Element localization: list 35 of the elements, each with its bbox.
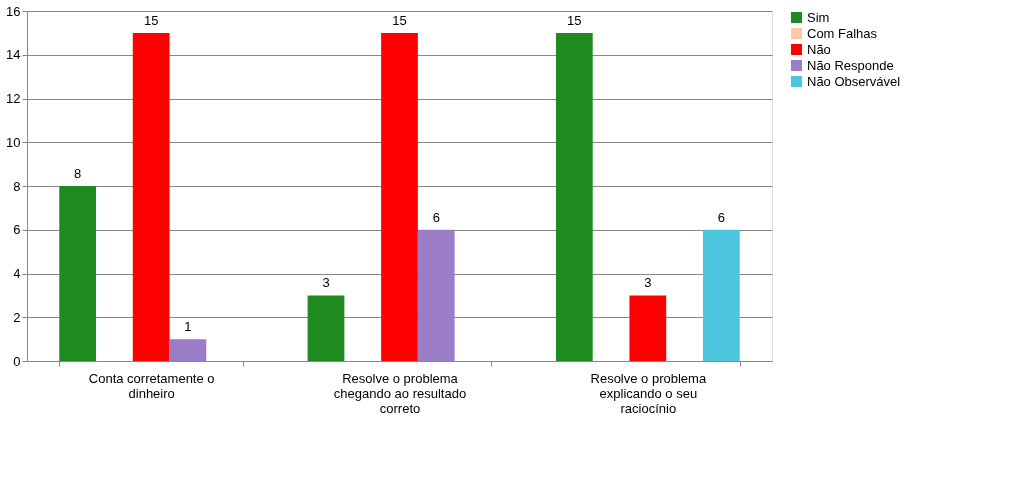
y-tick-label: 12 bbox=[6, 91, 21, 106]
data-label: 15 bbox=[143, 12, 159, 28]
bar bbox=[417, 229, 455, 361]
x-tick-label: Conta corretamente o dinheiro bbox=[88, 370, 215, 401]
y-tick-label: 6 bbox=[13, 222, 21, 238]
y-tick-label: 16 bbox=[6, 3, 21, 19]
bar bbox=[132, 32, 170, 361]
x-tick-label: Resolve o problema explicando o seu raciocínio bbox=[590, 370, 707, 416]
data-label: 6 bbox=[717, 209, 725, 225]
legend-label: Com Falhas bbox=[807, 25, 878, 41]
legend-label: Sim bbox=[807, 9, 830, 25]
data-label: 15 bbox=[567, 12, 582, 28]
y-tick-label: 10 bbox=[6, 134, 21, 150]
y-tick-label: 8 bbox=[13, 178, 21, 194]
bar bbox=[629, 295, 667, 361]
bar bbox=[555, 32, 593, 361]
bar bbox=[307, 295, 345, 361]
data-label: 8 bbox=[74, 166, 82, 181]
legend-label: Não Responde bbox=[807, 57, 894, 73]
bar bbox=[59, 186, 97, 361]
data-label: 1 bbox=[184, 319, 192, 335]
bar bbox=[381, 32, 418, 361]
data-label: 3 bbox=[322, 275, 330, 291]
y-tick-label: 0 bbox=[13, 353, 21, 369]
data-label: 15 bbox=[392, 12, 407, 28]
data-label: 3 bbox=[644, 275, 652, 291]
x-tick-label: Resolve o problema chegando ao resultado correto bbox=[333, 370, 467, 416]
y-tick-label: 2 bbox=[13, 309, 21, 325]
legend-label: Não Observável bbox=[807, 73, 901, 89]
legend-label: Não bbox=[807, 41, 831, 57]
bar bbox=[702, 229, 740, 361]
bar bbox=[169, 339, 207, 361]
data-label: 6 bbox=[432, 209, 440, 225]
y-tick-label: 4 bbox=[13, 266, 21, 281]
y-tick-label: 14 bbox=[6, 47, 21, 63]
